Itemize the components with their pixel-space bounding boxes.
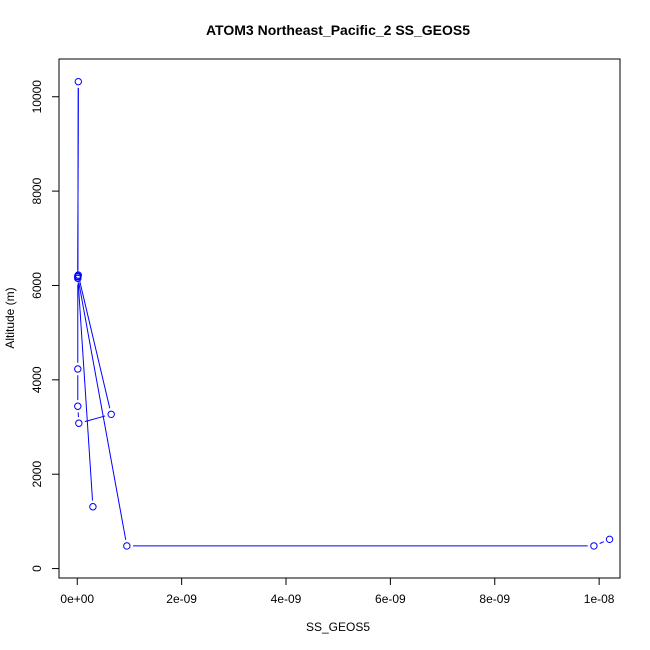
series-lines bbox=[77, 87, 605, 547]
y-axis: 0 2000 4000 6000 8000 10000 bbox=[30, 80, 60, 572]
y-tick-label: 2000 bbox=[30, 461, 44, 488]
y-tick-label: 4000 bbox=[30, 366, 44, 393]
data-point bbox=[74, 402, 82, 410]
series-line-segment bbox=[599, 541, 605, 544]
x-axis-label: SS_GEOS5 bbox=[306, 620, 370, 634]
data-point bbox=[74, 272, 82, 280]
data-point bbox=[89, 503, 97, 511]
data-point bbox=[74, 365, 82, 373]
y-tick-label: 8000 bbox=[30, 177, 44, 204]
x-tick-label: 0e+00 bbox=[60, 592, 94, 606]
plot-area-frame bbox=[58, 58, 621, 579]
series-line-segment bbox=[78, 282, 127, 540]
y-axis-label: Altitude (m) bbox=[3, 287, 17, 348]
series-line-segment bbox=[84, 415, 106, 423]
data-point bbox=[75, 419, 83, 427]
chart-title: ATOM3 Northeast_Pacific_2 SS_GEOS5 bbox=[206, 22, 470, 38]
data-point bbox=[107, 410, 115, 418]
data-point bbox=[74, 274, 82, 283]
data-point bbox=[605, 535, 614, 544]
x-tick-label: 6e-09 bbox=[375, 592, 406, 606]
data-point bbox=[123, 542, 131, 550]
y-tick-label: 0 bbox=[30, 565, 44, 572]
y-tick-label: 6000 bbox=[30, 272, 44, 299]
x-tick-label: 4e-09 bbox=[271, 592, 302, 606]
series-line-segment bbox=[77, 282, 94, 501]
x-tick-label: 8e-09 bbox=[479, 592, 510, 606]
y-tick-label: 10000 bbox=[30, 80, 44, 114]
x-tick-label: 1e-08 bbox=[584, 592, 615, 606]
x-tick-label: 2e-09 bbox=[166, 592, 197, 606]
data-point bbox=[590, 542, 598, 550]
x-axis: 0e+00 2e-09 4e-09 6e-09 8e-09 1e-08 bbox=[60, 577, 615, 606]
series-points bbox=[74, 77, 614, 550]
series-line-segment bbox=[79, 281, 111, 409]
data-point bbox=[74, 77, 83, 86]
